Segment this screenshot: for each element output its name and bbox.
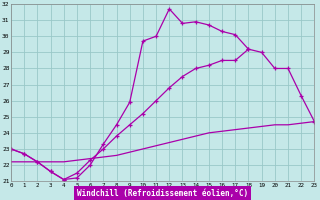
X-axis label: Windchill (Refroidissement éolien,°C): Windchill (Refroidissement éolien,°C) xyxy=(77,189,248,198)
